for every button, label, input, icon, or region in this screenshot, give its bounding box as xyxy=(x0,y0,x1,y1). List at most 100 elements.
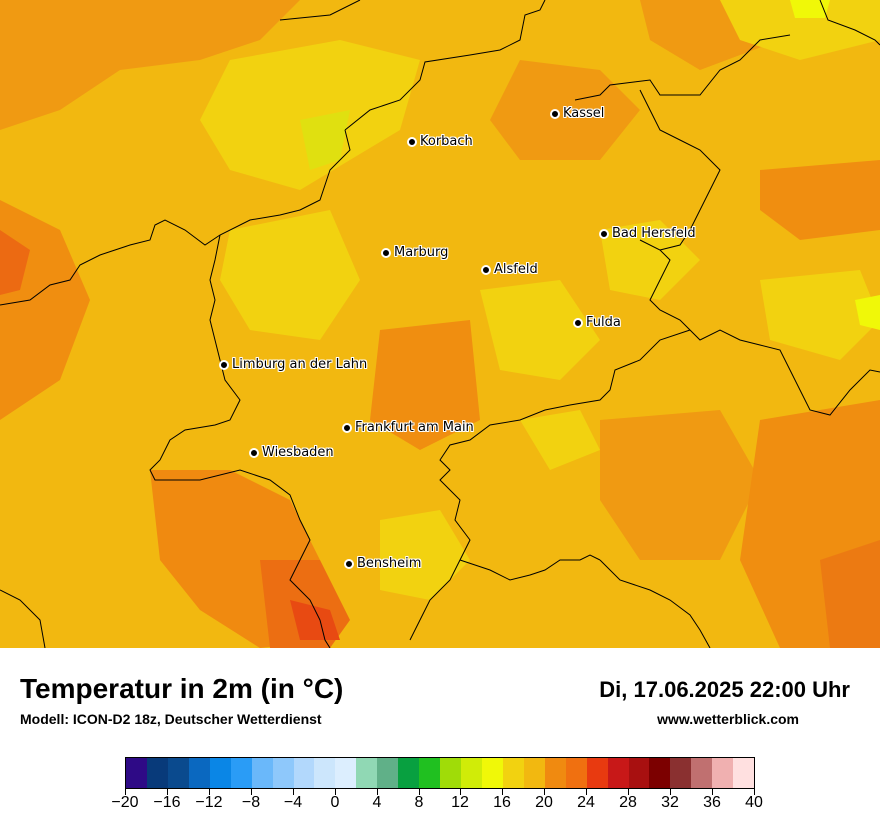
colorbar-tick-label: −16 xyxy=(153,794,181,811)
city-label: Alsfeld xyxy=(494,262,538,277)
city-dot xyxy=(481,264,491,275)
city-bad-hersfeld: Bad Hersfeld xyxy=(599,227,696,240)
colorbar-segment xyxy=(502,758,524,788)
colorbar-tick-label: 24 xyxy=(577,794,595,811)
city-dot xyxy=(599,228,609,239)
city-dot xyxy=(344,558,354,569)
colorbar-tick xyxy=(167,789,168,795)
colorbar-segment xyxy=(209,758,231,788)
colorbar-tick xyxy=(754,789,755,795)
colorbar-segment xyxy=(126,758,147,788)
model-subtitle: Modell: ICON-D2 18z, Deutscher Wetterdie… xyxy=(20,711,322,727)
colorbar-tick-label: 36 xyxy=(703,794,721,811)
colorbar-tick-label: −4 xyxy=(283,794,303,811)
colorbar-segment xyxy=(523,758,545,788)
colorbar-segment xyxy=(272,758,294,788)
colorbar-tick xyxy=(335,789,336,795)
city-label: Bad Hersfeld xyxy=(612,226,696,241)
colorbar-segment xyxy=(628,758,650,788)
colorbar-segment xyxy=(188,758,210,788)
colorbar-segment xyxy=(691,758,713,788)
colorbar-segment xyxy=(481,758,503,788)
city-limburg: Limburg an der Lahn xyxy=(219,358,367,371)
map-layer xyxy=(0,0,880,648)
colorbar-segment xyxy=(146,758,168,788)
city-frankfurt: Frankfurt am Main xyxy=(342,421,474,434)
website-link[interactable]: www.wetterblick.com xyxy=(657,711,799,727)
city-label: Frankfurt am Main xyxy=(355,420,474,435)
colorbar-tick-label: 32 xyxy=(661,794,679,811)
city-label: Fulda xyxy=(586,315,621,330)
city-fulda: Fulda xyxy=(573,316,621,329)
colorbar-segment xyxy=(461,758,482,788)
city-dot xyxy=(219,359,229,370)
colorbar-tick xyxy=(670,789,671,795)
temperature-colorbar xyxy=(125,757,755,789)
temperature-map: Kassel Korbach Bad Hersfeld Marburg Alsf… xyxy=(0,0,880,648)
colorbar-tick xyxy=(712,789,713,795)
colorbar-tick-label: 0 xyxy=(330,794,340,811)
city-dot xyxy=(249,447,259,458)
borders xyxy=(0,0,880,648)
colorbar-tick-label: 16 xyxy=(493,794,511,811)
colorbar-tick-label: 8 xyxy=(414,794,424,811)
city-dot xyxy=(550,108,560,119)
colorbar-tick-label: 28 xyxy=(619,794,637,811)
city-label: Bensheim xyxy=(357,556,422,571)
colorbar-segment xyxy=(733,758,755,788)
city-label: Wiesbaden xyxy=(262,445,334,460)
city-korbach: Korbach xyxy=(407,135,473,148)
colorbar-segment xyxy=(440,758,461,788)
colorbar-segment xyxy=(356,758,378,788)
colorbar-segment xyxy=(419,758,441,788)
colorbar-segment xyxy=(251,758,273,788)
colorbar-segment xyxy=(167,758,189,788)
map-title: Temperatur in 2m (in °C) xyxy=(20,673,344,704)
colorbar-tick xyxy=(544,789,545,795)
city-alsfeld: Alsfeld xyxy=(481,263,538,276)
city-kassel: Kassel xyxy=(550,107,604,120)
colorbar-segment xyxy=(586,758,608,788)
city-label: Limburg an der Lahn xyxy=(232,357,368,372)
colorbar-ticks: −20 −16 −12 −8 −4 0 4 8 12 16 20 24 28 32 36 40 xyxy=(111,789,763,829)
colorbar-segment xyxy=(230,758,252,788)
colorbar-tick xyxy=(293,789,294,795)
city-marburg: Marburg xyxy=(381,246,448,259)
colorbar-segment xyxy=(544,758,566,788)
valid-datetime: Di, 17.06.2025 22:00 Uhr xyxy=(599,677,850,702)
colorbar-tick-label: −8 xyxy=(241,794,261,811)
colorbar-segment xyxy=(377,758,399,788)
city-label: Marburg xyxy=(394,245,449,260)
colorbar-segment xyxy=(335,758,357,788)
city-dot xyxy=(342,422,352,433)
colorbar-segment xyxy=(314,758,336,788)
colorbar-tick xyxy=(460,789,461,795)
colorbar-tick-label: 4 xyxy=(372,794,382,811)
colorbar-tick-label: 20 xyxy=(535,794,553,811)
colorbar-tick xyxy=(125,789,126,795)
city-label: Kassel xyxy=(563,106,605,121)
colorbar-segment xyxy=(398,758,420,788)
colorbar-tick xyxy=(377,789,378,795)
colorbar-tick-label: −12 xyxy=(195,794,223,811)
city-bensheim: Bensheim xyxy=(344,557,421,570)
city-dot xyxy=(381,247,391,258)
colorbar-segment xyxy=(670,758,692,788)
colorbar-tick xyxy=(586,789,587,795)
colorbar-tick-label: 40 xyxy=(745,794,763,811)
colorbar-tick-label: 12 xyxy=(451,794,469,811)
city-dot xyxy=(407,136,417,147)
city-label: Korbach xyxy=(420,134,473,149)
colorbar-tick xyxy=(419,789,420,795)
colorbar-tick-label: −20 xyxy=(111,794,139,811)
colorbar-segment xyxy=(649,758,671,788)
map-footer: Temperatur in 2m (in °C) Modell: ICON-D2… xyxy=(0,648,880,830)
colorbar-tick xyxy=(251,789,252,795)
colorbar-segment xyxy=(607,758,629,788)
city-dot xyxy=(573,317,583,328)
colorbar-tick xyxy=(502,789,503,795)
colorbar-tick xyxy=(628,789,629,795)
colorbar-segment xyxy=(565,758,587,788)
colorbar-segment xyxy=(293,758,315,788)
city-wiesbaden: Wiesbaden xyxy=(249,446,334,459)
